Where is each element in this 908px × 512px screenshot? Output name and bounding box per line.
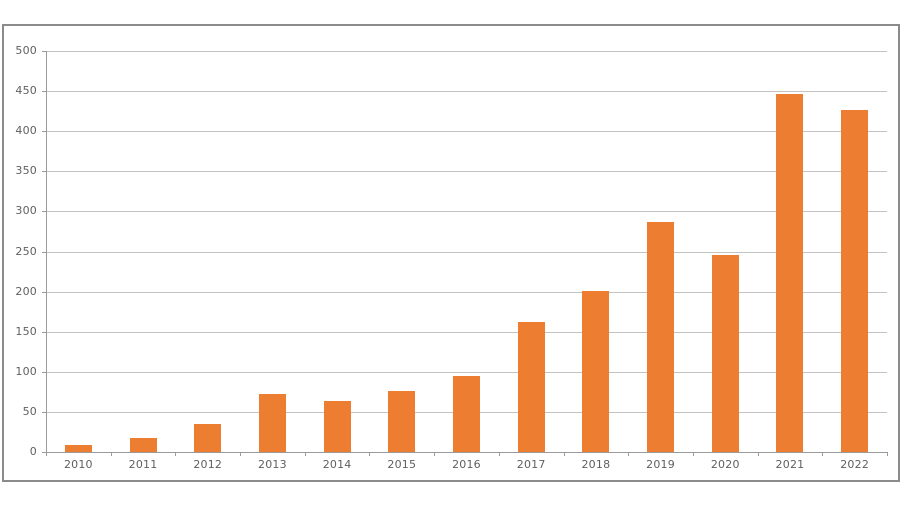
y-tick (42, 51, 46, 52)
y-axis-line (46, 51, 47, 452)
y-tick-label: 500 (15, 44, 37, 57)
y-tick (42, 91, 46, 93)
x-tick-label: 2017 (516, 458, 546, 471)
x-tick (175, 452, 177, 456)
y-tick-label: 150 (15, 324, 37, 338)
x-tick-label: 2012 (193, 458, 223, 471)
y-tick (42, 452, 46, 453)
y-tick-label: 100 (15, 364, 37, 378)
x-tick-label: 2011 (128, 458, 158, 471)
gridline-200 (46, 291, 887, 293)
x-tick-label: 2016 (452, 458, 481, 471)
x-axis-line (46, 452, 887, 453)
bar-2021 (776, 93, 804, 452)
x-tick (692, 452, 694, 456)
x-tick (369, 452, 371, 456)
x-tick (757, 452, 759, 456)
gridline-350 (46, 171, 887, 173)
bar-2013 (258, 394, 286, 452)
gridline-400 (46, 131, 887, 133)
x-tick (628, 452, 630, 456)
x-tick-label: 2021 (775, 458, 805, 471)
bar-2017 (517, 322, 545, 452)
y-tick-label: 400 (15, 124, 37, 138)
x-tick-label: 2013 (258, 458, 287, 471)
x-tick (822, 452, 824, 456)
y-tick-label: 0 (29, 445, 37, 458)
y-tick (42, 131, 46, 133)
x-tick-label: 2019 (646, 458, 675, 471)
gridline-450 (46, 91, 887, 93)
y-tick-label: 200 (15, 284, 37, 298)
bar-2022 (841, 109, 869, 452)
x-tick-label: 2010 (63, 458, 93, 471)
x-tick (887, 452, 888, 456)
x-tick (240, 452, 242, 456)
x-tick (304, 452, 306, 456)
y-tick (42, 411, 46, 413)
y-tick (42, 331, 46, 333)
y-tick-label: 450 (15, 84, 37, 98)
x-tick (434, 452, 436, 456)
y-tick-label: 300 (15, 204, 37, 218)
x-tick (46, 452, 47, 456)
x-tick-label: 2020 (710, 458, 740, 471)
bar-2012 (194, 423, 222, 452)
y-tick (42, 251, 46, 253)
x-tick (110, 452, 112, 456)
y-tick-label: 50 (22, 404, 37, 418)
x-tick (498, 452, 500, 456)
bar-2010 (64, 444, 92, 452)
bar-2016 (453, 375, 480, 452)
x-tick-label: 2018 (581, 458, 611, 471)
bar-2011 (129, 438, 157, 452)
y-tick-label: 250 (15, 244, 37, 258)
bar-2018 (582, 290, 610, 452)
gridline-150 (46, 331, 887, 333)
gridline-100 (46, 371, 887, 373)
y-tick-label: 350 (15, 164, 37, 178)
gridline-300 (46, 211, 887, 213)
gridline-500 (46, 51, 887, 52)
bar-2014 (323, 401, 351, 452)
bar-2015 (388, 391, 416, 452)
x-tick (563, 452, 565, 456)
x-tick-label: 2014 (322, 458, 352, 471)
bar-2020 (711, 254, 739, 452)
y-tick (42, 211, 46, 213)
gridline-250 (46, 251, 887, 253)
bar-2019 (647, 221, 675, 452)
y-tick (42, 171, 46, 173)
y-tick (42, 371, 46, 373)
y-tick (42, 291, 46, 293)
x-tick-label: 2022 (840, 458, 870, 471)
chart-frame: 0 50 100 150 200 250 300 350 400 450 500 2010 2011 20… (2, 24, 900, 482)
x-tick-label: 2015 (387, 458, 417, 471)
